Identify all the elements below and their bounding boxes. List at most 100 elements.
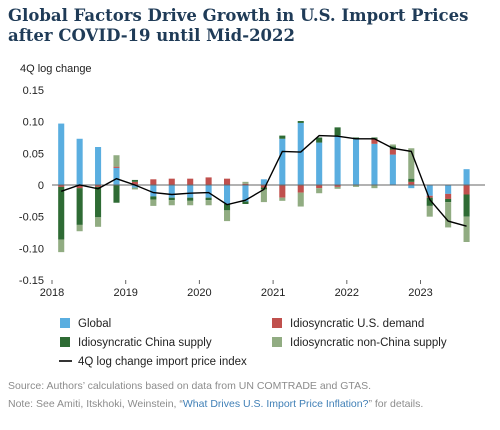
legend-swatch xyxy=(60,337,70,347)
bar-segment xyxy=(76,185,83,189)
stacked-bar-chart: 4Q log change -0.15 -0.10 -0.05 0 0.05 0.10 0.… xyxy=(19,63,485,368)
bar-segment xyxy=(334,186,341,189)
y-tick-label: 0 xyxy=(38,180,44,192)
bar-segment xyxy=(58,186,65,240)
bar-segment xyxy=(150,179,157,185)
legend-item: Idiosyncratic U.S. demand xyxy=(272,318,424,330)
legend-swatch xyxy=(272,337,282,347)
bar-segment xyxy=(463,216,470,242)
x-axis-ticks: 2018 2019 2020 2021 2022 2023 xyxy=(40,280,433,299)
bar-segment xyxy=(371,185,378,189)
legend-label: Idiosyncratic China supply xyxy=(78,337,212,349)
bar-segment xyxy=(316,188,323,194)
bar-segment xyxy=(352,139,360,185)
x-tick-label: 2023 xyxy=(408,287,432,299)
bar-segment xyxy=(426,205,433,217)
legend: Global Idiosyncratic U.S. demand Idiosyncr… xyxy=(59,318,447,368)
bar-segment xyxy=(150,185,157,197)
bar-segment xyxy=(76,188,83,225)
details-note-prefix: Note: See Amiti, Itskhoki, Weinstein, “ xyxy=(8,398,183,410)
bar-segment xyxy=(95,186,102,218)
bar-segment xyxy=(168,197,175,201)
bar-segment xyxy=(113,167,120,185)
bar-segment xyxy=(131,185,138,188)
bar-segment xyxy=(297,121,304,123)
bar-segment xyxy=(131,181,138,185)
bar-segment xyxy=(205,177,212,185)
bar-segment xyxy=(279,185,286,198)
bar-segment xyxy=(76,224,83,232)
bar-segment xyxy=(445,202,452,228)
bar-segment xyxy=(352,185,360,187)
bar-segment xyxy=(316,137,323,143)
bar-segment xyxy=(279,135,286,139)
bar-segment xyxy=(260,179,267,185)
bar-segment xyxy=(224,185,231,204)
legend-label: 4Q log change import price index xyxy=(78,356,247,368)
legend-label: Global xyxy=(78,318,111,330)
bar-segment xyxy=(334,135,341,185)
y-tick-label: 0.10 xyxy=(23,117,44,129)
bar-segment xyxy=(316,142,323,185)
bar-segment xyxy=(426,197,433,206)
bar-segment xyxy=(316,185,323,189)
y-axis-label: 4Q log change xyxy=(20,63,92,75)
bar-segment xyxy=(445,185,452,194)
bar-segment xyxy=(205,197,212,201)
details-note-suffix: ” for details. xyxy=(368,398,424,410)
y-tick-label: -0.05 xyxy=(19,212,44,224)
bar-segment xyxy=(389,144,396,147)
bar-segment xyxy=(58,239,65,253)
bar-segment xyxy=(260,185,267,188)
bar-segment xyxy=(334,127,341,136)
import-price-index-line xyxy=(60,134,467,227)
bar-segment xyxy=(58,123,65,185)
bar-segment xyxy=(187,200,194,206)
bar-segment xyxy=(426,195,433,198)
bar-segment xyxy=(205,185,212,198)
x-tick-label: 2018 xyxy=(40,287,64,299)
bar-segment xyxy=(187,185,194,198)
bar-segment xyxy=(297,122,304,185)
y-tick-label: -0.15 xyxy=(19,275,44,287)
chart-title-line-1: Global Factors Drive Growth in U.S. Impo… xyxy=(8,6,469,25)
bar-segment xyxy=(463,185,470,195)
bar-segment xyxy=(205,200,212,206)
paper-link[interactable]: What Drives U.S. Import Price Inflation? xyxy=(182,398,369,410)
legend-label: Idiosyncratic U.S. demand xyxy=(290,318,424,330)
legend-swatch xyxy=(60,318,70,328)
bar-segment xyxy=(408,148,415,179)
bar-segment xyxy=(445,193,452,199)
bar-segment xyxy=(95,217,102,227)
y-tick-label: 0.05 xyxy=(23,148,44,160)
bar-segment xyxy=(76,138,83,185)
legend-item: Global xyxy=(60,318,111,330)
bar-segment xyxy=(463,169,470,185)
bar-segment xyxy=(95,185,102,187)
x-tick-label: 2020 xyxy=(187,287,211,299)
x-tick-label: 2022 xyxy=(335,287,359,299)
bar-segment xyxy=(408,178,415,182)
x-tick-label: 2021 xyxy=(261,287,285,299)
bar-segment xyxy=(187,197,194,201)
bar-segment xyxy=(279,138,286,185)
bar-segment xyxy=(334,185,341,187)
y-tick-label: 0.15 xyxy=(23,85,44,97)
bar-segment xyxy=(242,181,249,184)
bar-segment xyxy=(150,196,157,200)
bar-segment xyxy=(224,210,231,222)
chart-title: Global Factors Drive Growth in U.S. Impo… xyxy=(8,6,496,46)
legend-label: Idiosyncratic non-China supply xyxy=(290,337,447,349)
bar-segment xyxy=(389,154,396,185)
bar-segment xyxy=(168,200,175,206)
bar-segment xyxy=(58,185,65,187)
bar-segment xyxy=(224,178,231,185)
source-note: Source: Authors’ calculations based on d… xyxy=(8,380,371,392)
bar-segment xyxy=(389,149,396,155)
bar-segment xyxy=(150,199,157,206)
chart-title-line-2: after COVID-19 until Mid-2022 xyxy=(8,26,295,45)
bar-segment xyxy=(113,185,120,203)
x-tick-label: 2019 xyxy=(113,287,137,299)
bar-segment xyxy=(242,185,249,202)
line-series xyxy=(60,134,467,227)
